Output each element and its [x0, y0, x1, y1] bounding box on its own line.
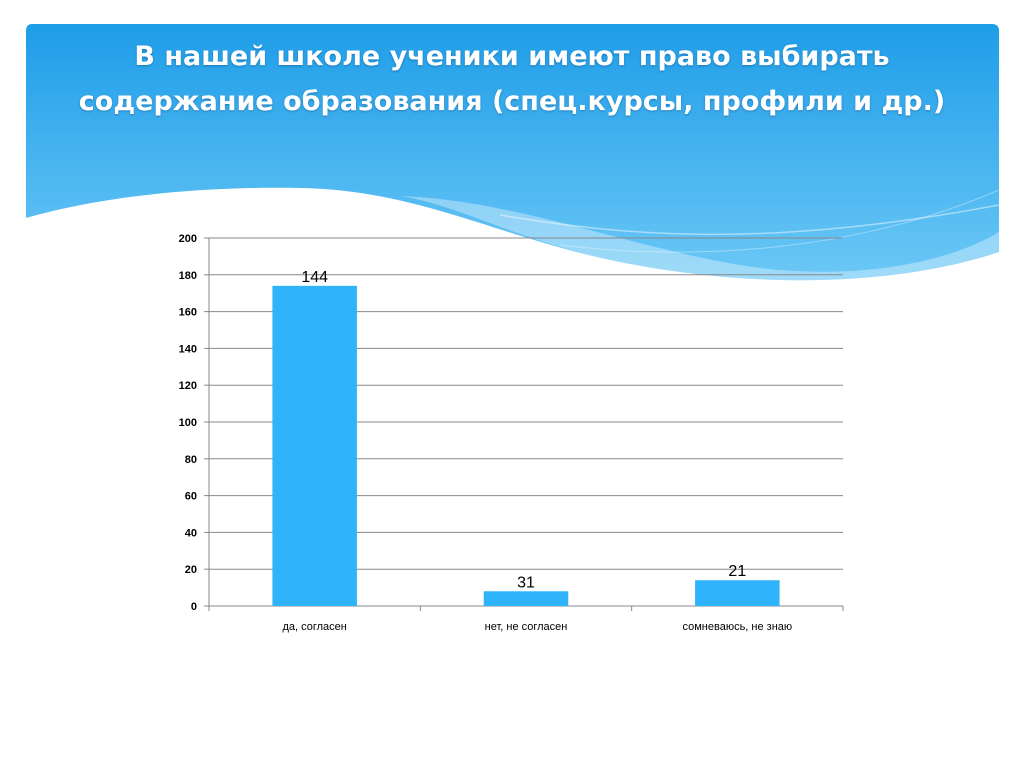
x-tick-label: сомневаюсь, не знаю — [682, 621, 792, 633]
wave-banner — [26, 24, 1000, 281]
slide-title-line-2: содержание образования (спец.курсы, проф… — [78, 86, 946, 117]
slide-title: В нашей школе ученики имеют право выбира… — [40, 34, 984, 124]
data-label: 144 — [301, 269, 328, 286]
y-tick-label: 20 — [185, 564, 197, 576]
wave-line — [559, 189, 1000, 253]
x-tick-label: нет, не согласен — [485, 621, 568, 633]
data-label: 21 — [728, 563, 746, 580]
y-tick-label: 140 — [179, 343, 197, 355]
y-tick-label: 160 — [179, 307, 197, 319]
y-tick-label: 40 — [185, 527, 197, 539]
banner-shape — [26, 24, 999, 281]
bar — [695, 580, 780, 606]
y-tick-label: 60 — [185, 491, 197, 503]
data-label: 31 — [517, 574, 535, 591]
y-tick-label: 80 — [185, 454, 197, 466]
y-tick-label: 120 — [179, 380, 197, 392]
y-tick-label: 100 — [179, 417, 197, 429]
y-tick-label: 180 — [179, 270, 197, 282]
bar — [483, 591, 569, 606]
bar — [272, 285, 357, 606]
wave-highlight — [400, 196, 999, 281]
slide-title-line-1: В нашей школе ученики имеют право выбира… — [134, 41, 890, 72]
x-tick-label: да, согласен — [282, 621, 346, 633]
y-tick-label: 200 — [179, 233, 197, 245]
wave-line — [499, 204, 1000, 236]
y-tick-label: 0 — [191, 601, 197, 613]
